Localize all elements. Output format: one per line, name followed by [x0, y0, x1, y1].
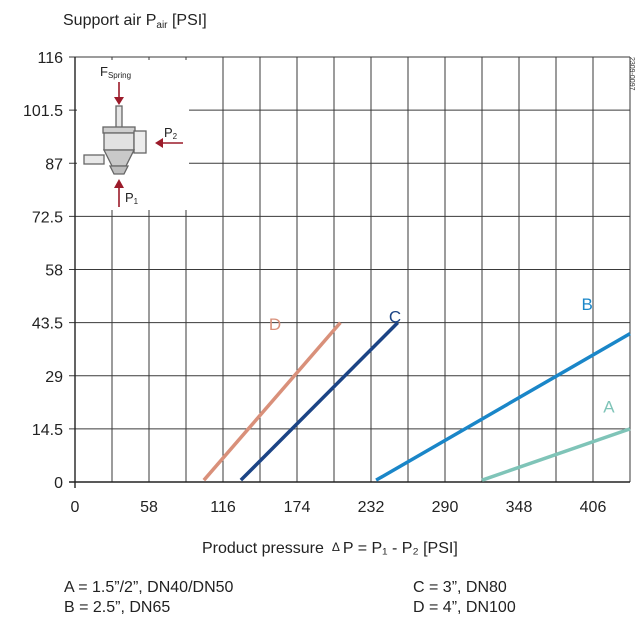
grid — [69, 56, 631, 488]
y-axis-title-unit: [PSI] — [168, 12, 207, 29]
series-label-b: B — [582, 295, 593, 314]
p2-arrowhead — [155, 138, 163, 148]
x-tick-label-3: 174 — [284, 499, 311, 516]
y-tick-label-1: 14.5 — [32, 422, 63, 439]
x-axis-title-delta: Δ — [332, 540, 340, 554]
p2-label: P2 — [164, 125, 178, 141]
y-tick-label-8: 116 — [37, 50, 63, 67]
x-axis-title-formula: P = P₁ - P₂ [PSI] — [343, 540, 458, 557]
x-tick-label-4: 232 — [358, 499, 385, 516]
figure-code: 2309-0097 — [628, 57, 635, 91]
y-axis-title: Support air Pair [PSI] — [63, 12, 207, 31]
f-spring-arrowhead — [114, 97, 124, 105]
x-tick-label-0: 0 — [71, 499, 80, 516]
x-tick-label-1: 58 — [140, 499, 158, 516]
x-tick-label-2: 116 — [210, 499, 236, 516]
x-tick-label-7: 406 — [580, 499, 607, 516]
series-label-d: D — [269, 315, 281, 334]
legend-c: C = 3”, DN80 — [413, 579, 507, 596]
x-axis-title-prefix: Product pressure — [202, 540, 324, 557]
pressure-arrows — [114, 82, 183, 207]
y-tick-label-4: 58 — [45, 263, 63, 280]
legend-d: D = 4”, DN100 — [413, 599, 516, 616]
x-tick-labels: 0 58 116 174 232 290 348 406 — [71, 499, 607, 516]
series-line-d — [202, 321, 342, 482]
y-tick-label-5: 72.5 — [32, 209, 63, 226]
y-axis-title-main: Support air P — [63, 12, 156, 29]
y-tick-label-3: 43.5 — [32, 316, 63, 333]
x-tick-label-6: 348 — [506, 499, 533, 516]
y-tick-label-0: 0 — [54, 475, 63, 492]
valve-body-icon — [83, 105, 147, 175]
p1-arrowhead — [114, 179, 124, 188]
series-line-b — [375, 332, 631, 482]
valve-diagram: FSpring P2 P1 — [77, 60, 189, 210]
series-lines — [202, 321, 631, 482]
x-tick-label-5: 290 — [432, 499, 459, 516]
p1-label: P1 — [125, 190, 139, 206]
series-labels: A B C D — [269, 295, 615, 417]
y-tick-label-7: 101.5 — [23, 103, 63, 120]
series-label-a: A — [603, 397, 615, 416]
x-axis-title: Product pressure Δ P = P₁ - P₂ [PSI] — [202, 540, 458, 557]
y-tick-labels: 0 14.5 29 43.5 58 72.5 87 101.5 116 — [23, 50, 63, 492]
f-spring-label: FSpring — [100, 64, 131, 80]
series-line-c — [239, 321, 400, 482]
y-tick-label-6: 87 — [45, 156, 63, 173]
series-label-c: C — [389, 308, 401, 327]
series-line-a — [481, 427, 631, 482]
y-axis-title-sub: air — [156, 20, 168, 31]
legend-a: A = 1.5”/2”, DN40/DN50 — [64, 579, 234, 596]
legend-b: B = 2.5”, DN65 — [64, 599, 171, 616]
y-tick-label-2: 29 — [45, 369, 63, 386]
